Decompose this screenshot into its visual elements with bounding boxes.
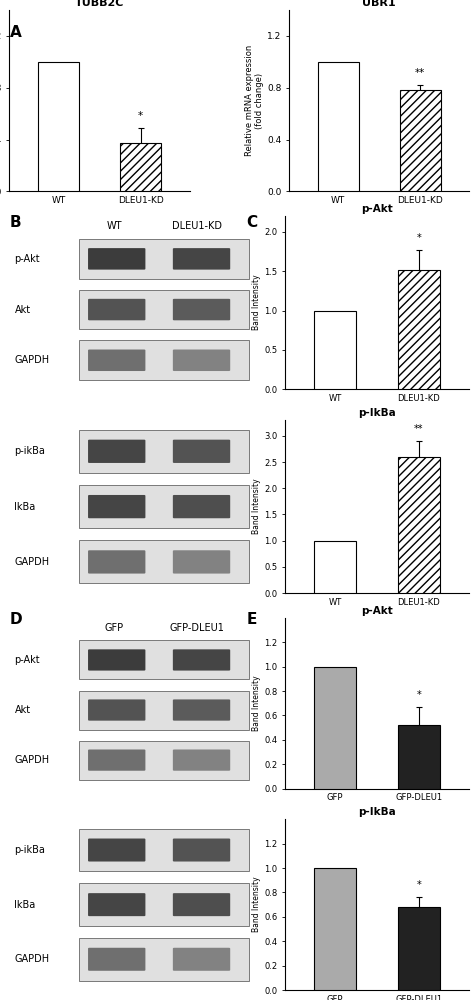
FancyBboxPatch shape [173, 839, 230, 862]
Bar [400, 90, 440, 191]
Title: p-IkBa: p-IkBa [358, 408, 396, 418]
Bar [79, 640, 249, 679]
Bar [398, 457, 440, 593]
Bar [79, 691, 249, 730]
FancyBboxPatch shape [173, 948, 230, 971]
Bar [79, 290, 249, 329]
Bar [79, 239, 249, 279]
Y-axis label: Band Intensity: Band Intensity [252, 275, 261, 330]
Text: Akt: Akt [15, 305, 31, 315]
FancyBboxPatch shape [88, 350, 146, 371]
Bar [318, 62, 359, 191]
Text: Akt: Akt [15, 705, 31, 715]
Bar [314, 868, 356, 990]
Text: IkBa: IkBa [15, 502, 36, 512]
FancyBboxPatch shape [88, 495, 146, 518]
FancyBboxPatch shape [173, 649, 230, 671]
FancyBboxPatch shape [88, 440, 146, 463]
Text: **: ** [414, 424, 424, 434]
Text: GAPDH: GAPDH [15, 557, 50, 567]
Text: WT: WT [107, 221, 122, 231]
Text: *: * [417, 233, 421, 243]
FancyBboxPatch shape [88, 699, 146, 721]
Bar [79, 741, 249, 780]
Bar [79, 485, 249, 528]
Y-axis label: Relative mRNA expression
(fold change): Relative mRNA expression (fold change) [245, 45, 264, 156]
FancyBboxPatch shape [88, 749, 146, 771]
Title: p-IkBa: p-IkBa [358, 807, 396, 817]
Text: p-ikBa: p-ikBa [15, 845, 46, 855]
Bar [398, 725, 440, 789]
Text: IkBa: IkBa [15, 900, 36, 910]
FancyBboxPatch shape [88, 948, 146, 971]
Text: *: * [417, 880, 421, 890]
Bar [79, 540, 249, 583]
Bar [79, 340, 249, 380]
FancyBboxPatch shape [88, 893, 146, 916]
Bar [79, 883, 249, 926]
Text: p-ikBa: p-ikBa [15, 446, 46, 456]
Text: GFP-DLEU1: GFP-DLEU1 [169, 623, 224, 633]
Text: p-Akt: p-Akt [15, 655, 40, 665]
Bar [120, 143, 161, 191]
FancyBboxPatch shape [88, 839, 146, 862]
Text: C: C [246, 215, 257, 230]
FancyBboxPatch shape [88, 550, 146, 574]
FancyBboxPatch shape [173, 893, 230, 916]
FancyBboxPatch shape [173, 350, 230, 371]
Y-axis label: Band Intensity: Band Intensity [252, 479, 261, 534]
Y-axis label: Band Intensity: Band Intensity [252, 675, 261, 731]
Title: TUBB2C: TUBB2C [75, 0, 124, 8]
Title: p-Akt: p-Akt [361, 606, 393, 616]
Bar [79, 829, 249, 871]
Bar [314, 667, 356, 789]
Text: E: E [246, 612, 257, 627]
FancyBboxPatch shape [173, 699, 230, 721]
FancyBboxPatch shape [173, 495, 230, 518]
Text: *: * [138, 111, 143, 121]
FancyBboxPatch shape [88, 649, 146, 671]
Bar [79, 430, 249, 473]
Text: GAPDH: GAPDH [15, 355, 50, 365]
Text: **: ** [415, 68, 425, 78]
FancyBboxPatch shape [173, 749, 230, 771]
Title: p-Akt: p-Akt [361, 204, 393, 214]
Bar [79, 938, 249, 981]
Text: GAPDH: GAPDH [15, 954, 50, 964]
FancyBboxPatch shape [88, 248, 146, 270]
FancyBboxPatch shape [88, 299, 146, 320]
Text: DLEU1-KD: DLEU1-KD [172, 221, 221, 231]
FancyBboxPatch shape [173, 248, 230, 270]
Text: D: D [9, 612, 22, 627]
Text: B: B [9, 215, 21, 230]
Bar [314, 541, 356, 593]
Bar [398, 270, 440, 389]
Text: GAPDH: GAPDH [15, 755, 50, 765]
FancyBboxPatch shape [173, 440, 230, 463]
Text: *: * [417, 690, 421, 700]
Bar [38, 62, 79, 191]
Text: A: A [9, 25, 21, 40]
Text: p-Akt: p-Akt [15, 254, 40, 264]
FancyBboxPatch shape [173, 299, 230, 320]
Bar [398, 907, 440, 990]
FancyBboxPatch shape [173, 550, 230, 574]
Text: GFP: GFP [105, 623, 124, 633]
Bar [314, 311, 356, 389]
Title: UBR1: UBR1 [362, 0, 396, 8]
Y-axis label: Band Intensity: Band Intensity [252, 877, 261, 932]
